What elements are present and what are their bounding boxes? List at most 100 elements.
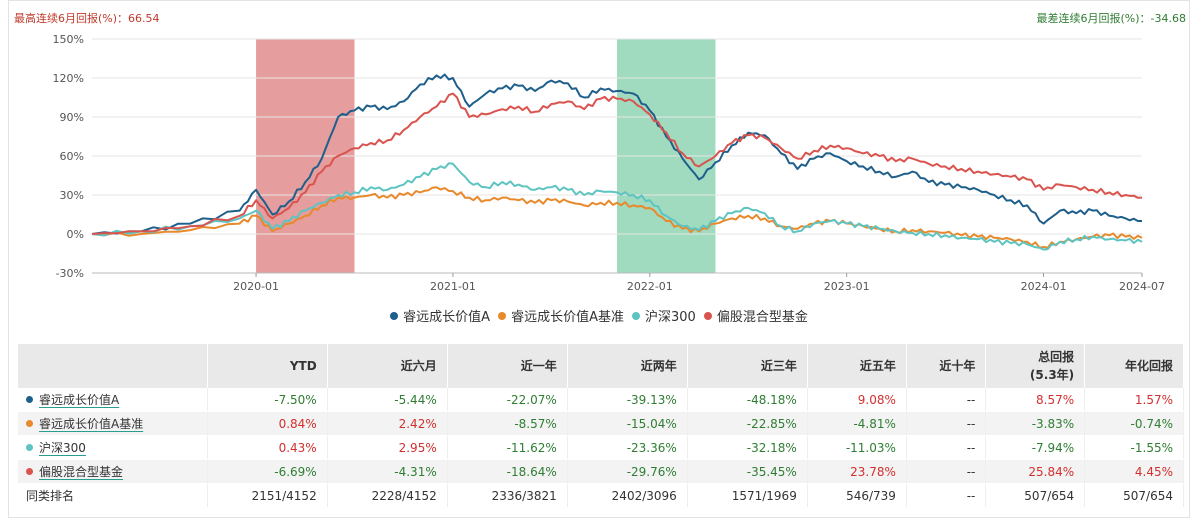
value-cell: -15.04% xyxy=(567,411,688,436)
y-tick-label: 30% xyxy=(60,189,84,202)
series-dot-icon xyxy=(26,444,33,451)
series-dot-icon xyxy=(26,420,33,427)
row-label: 同类排名 xyxy=(26,489,75,503)
column-header: 近十年 xyxy=(906,344,987,388)
legend-dot-icon xyxy=(498,311,507,320)
y-tick-label: 150% xyxy=(53,33,84,46)
series-line-4 xyxy=(91,92,1143,235)
y-tick-label: -30% xyxy=(56,267,84,280)
value-cell: -11.62% xyxy=(447,435,568,460)
table-row: 睿远成长价值A -7.50% -5.44% -22.07% -39.13% -48.18%… xyxy=(18,388,1184,412)
min-streak-label: 最差连续6月回报(%)：-34.68 xyxy=(1036,12,1187,25)
column-header: 近一年 xyxy=(447,344,568,388)
value-cell: 23.78% xyxy=(807,459,907,484)
value-cell: 25.84% xyxy=(985,459,1086,484)
value-cell: 8.57% xyxy=(985,388,1086,412)
value-cell: -5.44% xyxy=(327,388,448,412)
fund-name-link[interactable]: 睿远成长价值A基准 xyxy=(39,417,144,431)
table-header-row: YTD 近六月 近一年 近两年 近三年 近五年 近十年 总回报 (5.3年) 年化回报 xyxy=(18,344,1184,388)
y-tick-label: 90% xyxy=(60,111,84,124)
x-tick-label: 2021-01 xyxy=(430,280,476,293)
column-header: YTD xyxy=(207,344,328,388)
column-header: 近六月 xyxy=(327,344,448,388)
x-tick-label: 2022-01 xyxy=(627,280,673,293)
fund-name-link[interactable]: 沪深300 xyxy=(39,441,86,455)
column-header xyxy=(18,344,208,388)
column-header: 近两年 xyxy=(567,344,688,388)
y-tick-label: 0% xyxy=(67,228,84,241)
column-header: 总回报 (5.3年) xyxy=(985,344,1086,388)
value-cell: -0.74% xyxy=(1084,411,1184,436)
x-tick-label: 2020-01 xyxy=(233,280,279,293)
value-cell: -18.64% xyxy=(447,459,568,484)
value-cell: 4.45% xyxy=(1084,459,1184,484)
value-cell: -22.07% xyxy=(447,388,568,412)
table-row: 同类排名 2151/4152 2228/4152 2336/3821 2402/3096… xyxy=(18,483,1184,508)
value-cell: -32.18% xyxy=(687,435,808,460)
row-name-cell[interactable]: 睿远成长价值A基准 xyxy=(18,411,208,436)
value-cell: -6.69% xyxy=(207,459,328,484)
legend-dot-icon xyxy=(631,311,640,320)
row-name-cell[interactable]: 偏股混合型基金 xyxy=(18,459,208,484)
table-row: 沪深300 0.43% 2.95% -11.62% -23.36% -32.18% -11.… xyxy=(18,435,1184,460)
performance-table: YTD 近六月 近一年 近两年 近三年 近五年 近十年 总回报 (5.3年) 年化回报 睿远成长… xyxy=(18,344,1184,508)
row-name-cell[interactable]: 沪深300 xyxy=(18,435,208,460)
value-cell: 0.43% xyxy=(207,435,328,460)
legend-item[interactable]: 沪深300 xyxy=(631,306,696,325)
y-tick-label: 120% xyxy=(53,72,84,85)
legend-dot-icon xyxy=(703,311,712,320)
value-cell: 1.57% xyxy=(1084,388,1184,412)
value-cell: -- xyxy=(906,435,987,460)
x-tick-label: 2023-01 xyxy=(824,280,870,293)
x-tick-label: 2024-07 xyxy=(1119,280,1165,293)
value-cell: -7.94% xyxy=(985,435,1086,460)
legend-item[interactable]: 睿远成长价值A基准 xyxy=(498,306,624,325)
legend-label: 睿远成长价值A xyxy=(403,310,491,325)
series-line-2 xyxy=(91,186,1143,249)
value-cell: 2228/4152 xyxy=(327,483,448,508)
series-line-3 xyxy=(91,162,1143,251)
column-header: 近三年 xyxy=(687,344,808,388)
table-row: 偏股混合型基金 -6.69% -4.31% -18.64% -29.76% -35.45%… xyxy=(18,459,1184,484)
column-header: 年化回报 xyxy=(1084,344,1184,388)
y-tick-label: 60% xyxy=(60,150,84,163)
chart-legend: 睿远成长价值A 睿远成长价值A基准 沪深300 偏股混合型基金 xyxy=(0,306,1198,325)
performance-line-chart: 150% 120% 90% 60% 30% 0% -30% 2020-01 2021-01 20… xyxy=(53,33,1165,293)
value-cell: 2.95% xyxy=(327,435,448,460)
value-cell: -39.13% xyxy=(567,388,688,412)
row-name-cell: 同类排名 xyxy=(18,483,208,508)
value-cell: -- xyxy=(906,411,987,436)
x-tick-label: 2024-01 xyxy=(1021,280,1067,293)
value-cell: 507/654 xyxy=(1084,483,1184,508)
value-cell: -4.31% xyxy=(327,459,448,484)
value-cell: 2336/3821 xyxy=(447,483,568,508)
value-cell: -- xyxy=(906,483,987,508)
legend-label: 睿远成长价值A基准 xyxy=(511,310,624,325)
legend-label: 偏股混合型基金 xyxy=(716,310,808,325)
fund-name-link[interactable]: 偏股混合型基金 xyxy=(39,465,124,479)
fund-name-link[interactable]: 睿远成长价值A xyxy=(39,393,120,407)
value-cell: 0.84% xyxy=(207,411,328,436)
value-cell: 9.08% xyxy=(807,388,907,412)
value-cell: 1571/1969 xyxy=(687,483,808,508)
max-streak-label: 最高连续6月回报(%)：66.54 xyxy=(14,12,160,25)
value-cell: -- xyxy=(906,388,987,412)
value-cell: -7.50% xyxy=(207,388,328,412)
value-cell: -4.81% xyxy=(807,411,907,436)
value-cell: -3.83% xyxy=(985,411,1086,436)
value-cell: 2.42% xyxy=(327,411,448,436)
legend-item[interactable]: 偏股混合型基金 xyxy=(703,306,808,325)
value-cell: -48.18% xyxy=(687,388,808,412)
table-row: 睿远成长价值A基准 0.84% 2.42% -8.57% -15.04% -22.85% -… xyxy=(18,411,1184,436)
value-cell: -35.45% xyxy=(687,459,808,484)
row-name-cell[interactable]: 睿远成长价值A xyxy=(18,388,208,412)
column-header: 近五年 xyxy=(807,344,907,388)
legend-dot-icon xyxy=(390,311,399,320)
value-cell: -8.57% xyxy=(447,411,568,436)
value-cell: -1.55% xyxy=(1084,435,1184,460)
value-cell: -11.03% xyxy=(807,435,907,460)
legend-item[interactable]: 睿远成长价值A xyxy=(390,306,490,325)
series-dot-icon xyxy=(26,396,33,403)
value-cell: 2151/4152 xyxy=(207,483,328,508)
legend-label: 沪深300 xyxy=(644,310,696,325)
